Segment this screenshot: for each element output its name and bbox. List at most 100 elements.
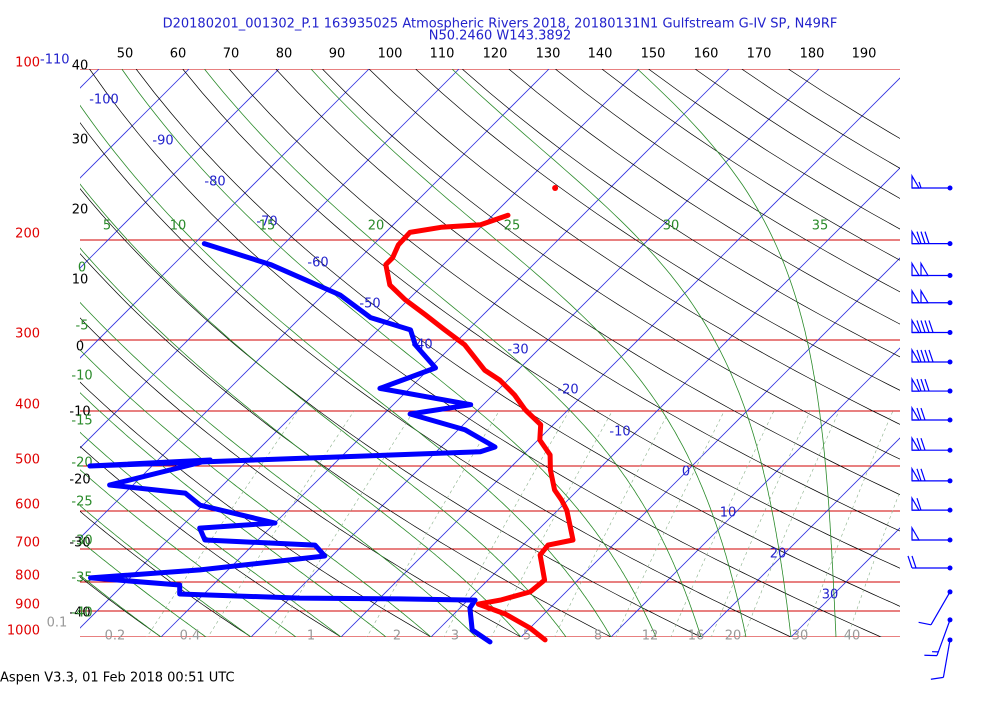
mixing-ratio-line [706,411,810,649]
mixing-ratio-label: 30 [792,629,809,644]
isotherm-label: 20 [770,547,787,562]
wind-barb [912,528,953,543]
barb-base [948,538,953,543]
mixing-ratio-label: 1 [307,629,315,644]
isolated-point [552,185,558,191]
footer: Aspen V3.3, 01 Feb 2018 00:51 UTC [0,671,235,686]
pressure-label: 200 [15,226,40,241]
mixing-ratio-label: 12 [642,629,659,644]
barb-full [912,556,916,568]
background-lines [0,43,1000,649]
dry-adiabat [208,43,1000,649]
dry-adiabat-label: 60 [170,47,187,62]
barb-pennant [912,291,919,303]
dry-adiabat-label: 160 [694,47,719,62]
dry-adiabat-label: -20 [69,473,90,488]
dry-adiabat [705,43,1000,649]
dry-adiabat [298,43,1000,649]
mixing-ratio-label: 16 [688,629,705,644]
barb-base [948,359,953,364]
dry-adiabat [0,43,270,649]
barb-full [929,320,933,332]
mixing-ratio-line [610,411,724,649]
dry-adiabat [117,43,999,649]
dry-adiabat [0,43,726,649]
barb-pennant [912,176,919,188]
foreground: 1002003004005006007008009001000-110-100-… [7,47,953,680]
wind-barb [912,498,953,513]
mixing-ratio-label: 40 [844,629,861,644]
dry-adiabat-label: 70 [223,47,240,62]
barb-full [908,556,912,568]
moist-adiabat [638,69,837,649]
pressure-label: 1000 [7,624,40,639]
wind-barb [912,408,953,423]
barb-base [948,241,953,246]
pressure-label: 800 [15,568,40,583]
barb-base [948,389,953,394]
barb-staff [943,640,950,677]
moist-adiabat-label: -25 [71,495,92,510]
dry-adiabat-label: 90 [329,47,346,62]
barb-base [948,589,953,594]
pressure-label: 500 [15,453,40,468]
barb-pennant [921,291,928,303]
isotherm [599,43,1000,649]
isotherm-label: -30 [507,343,528,358]
dry-adiabat [660,43,1000,649]
barb-full [925,379,929,391]
moist-adiabat [452,69,793,649]
moist-adiabat-label: -15 [71,414,92,429]
wind-barb [912,291,953,305]
moist-adiabat [0,69,223,649]
dry-adiabat-label: 100 [378,47,403,62]
isotherm-label: -20 [557,383,578,398]
dry-adiabat-label: 50 [117,47,134,62]
moist-adiabat-label: 10 [170,219,187,234]
mixing-ratio-label: 2 [393,629,401,644]
dry-adiabat-label: 110 [430,47,455,62]
isotherm [149,43,755,649]
mixing-ratio-label: 0.2 [105,629,126,644]
barb-base [948,508,953,513]
barb-full [925,232,929,244]
dry-adiabat-label: 130 [536,47,561,62]
moist-adiabat [0,69,357,649]
dry-adiabat-label: 80 [276,47,293,62]
dry-adiabat-label: 0 [76,340,84,355]
isotherm [59,43,665,649]
isotherm-label: -60 [307,256,328,271]
mixing-ratio-label: 0.1 [47,616,68,631]
wind-barb [912,264,953,279]
moist-adiabat [0,69,268,649]
mixing-ratio-line [549,411,670,649]
wind-barb [912,320,953,335]
barb-base [948,617,953,622]
barb-full [925,320,929,332]
barb-base [948,300,953,305]
mixing-ratio-label: 3 [451,629,459,644]
moist-adiabat [311,69,749,649]
wind-barb [919,589,953,624]
moist-adiabat-label: -30 [71,534,92,549]
mixing-ratio-label: 20 [725,629,742,644]
isotherm [0,43,125,649]
isotherm-label: -10 [609,425,630,440]
wind-barb [912,379,953,394]
moist-adiabat-label: -10 [71,369,92,384]
mixing-ratio-label: 8 [594,629,602,644]
barb-staff [931,592,950,625]
dry-adiabat-label: 120 [483,47,508,62]
isotherm-label: 30 [822,588,839,603]
wind-barb [912,350,953,365]
moist-adiabat-label: -40 [71,606,92,621]
isotherm-label: -100 [89,93,119,108]
moist-adiabat [0,69,445,649]
barb-base [948,448,953,453]
pressure-label: 900 [15,598,40,613]
dry-adiabat-label: 20 [72,203,89,218]
wind-barb [912,469,953,484]
isotherm [0,43,215,649]
dry-adiabat-label: 190 [852,47,877,62]
